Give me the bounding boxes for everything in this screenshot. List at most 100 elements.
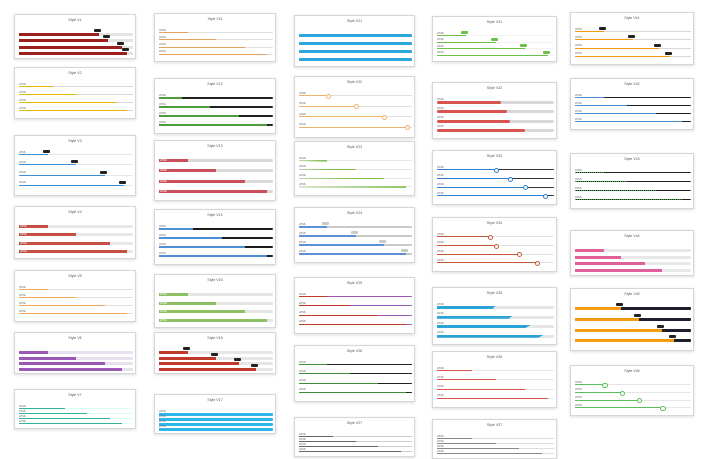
bar-fill xyxy=(575,268,662,272)
style-card: Style V12 HTML HTML HTML HTML xyxy=(154,78,276,134)
bar-fill xyxy=(159,255,268,258)
bar-label: HTML xyxy=(575,177,583,181)
style-card: Style V15 HTML HTML HTML HTML xyxy=(154,274,276,328)
bar-fill xyxy=(159,32,188,34)
bar-fill xyxy=(299,42,356,46)
page: { "cards": [ {"title":"Style V1","kind":… xyxy=(14,12,694,459)
slider-knob-icon[interactable] xyxy=(517,252,523,258)
style-card: Style V13 HTML HTML HTML HTML xyxy=(154,140,276,201)
bar-track xyxy=(159,106,273,109)
style-card: Style V17 HTML HTML HTML HTML xyxy=(154,394,276,434)
card-title: Style V37 xyxy=(486,423,503,427)
bar-label: HTML xyxy=(159,50,167,54)
slider-knob-icon[interactable] xyxy=(619,390,625,396)
bar-fill xyxy=(19,33,99,37)
bar-track xyxy=(299,373,412,375)
bar-label: HTML xyxy=(299,182,307,186)
bar-label: HTML xyxy=(437,312,445,315)
bar-fill xyxy=(299,314,379,316)
bar-track xyxy=(159,293,273,297)
bar-label: HTML xyxy=(437,31,445,35)
bar-label: HTML xyxy=(299,112,307,116)
bar-fill xyxy=(299,373,350,375)
bar-track xyxy=(19,233,133,237)
card-title: Style V16 xyxy=(207,336,223,340)
bar-label: HTML xyxy=(160,293,168,297)
bar-fill xyxy=(437,379,496,381)
bar-fill xyxy=(159,124,268,127)
slider-knob-icon[interactable] xyxy=(325,93,331,99)
bar-label: HTML xyxy=(575,380,583,384)
bar-track xyxy=(299,305,412,307)
slider-knob-icon[interactable] xyxy=(507,176,514,182)
bar-fill xyxy=(299,451,401,453)
bar-label: HTML xyxy=(159,93,167,97)
bar-fill xyxy=(575,262,645,266)
bar-label: HTML xyxy=(575,403,583,407)
bar-label: HTML xyxy=(575,109,583,113)
bar-track xyxy=(159,169,273,173)
bar-fill xyxy=(299,50,384,54)
bar-label: HTML xyxy=(19,82,27,86)
bar-track xyxy=(19,94,133,96)
bar-fill xyxy=(437,119,510,123)
slider-knob-icon[interactable] xyxy=(382,114,388,120)
value-tag xyxy=(490,37,498,41)
style-card: Style V31 HTML HTML HTML HTML xyxy=(432,16,557,62)
slider-knob-icon[interactable] xyxy=(404,125,410,131)
bar-label: HTML xyxy=(575,195,583,199)
bar-label: HTML xyxy=(437,250,445,253)
bar-label: HTML xyxy=(299,165,307,169)
card-title: Style V25 xyxy=(346,281,363,285)
bar-label: HTML xyxy=(299,360,307,364)
bar-label: HTML xyxy=(437,331,445,334)
bar-fill xyxy=(299,95,328,97)
bar-label: HTML xyxy=(160,310,168,314)
bar-label: HTML xyxy=(299,292,307,296)
bar-fill xyxy=(299,34,328,38)
card-title: Style V32 xyxy=(486,86,503,90)
slider-knob-icon[interactable] xyxy=(493,243,500,249)
bar-label: HTML xyxy=(437,116,445,119)
bar-track xyxy=(19,225,133,229)
bar-track xyxy=(437,236,554,238)
style-card: Style V5 HTML HTML HTML HTML xyxy=(14,270,136,322)
bar-fill xyxy=(299,168,356,171)
slider-knob-icon[interactable] xyxy=(534,261,541,267)
style-card: Style V23 HTML HTML HTML HTML xyxy=(294,141,415,196)
bar-fill xyxy=(19,413,88,415)
slider-knob-icon[interactable] xyxy=(660,406,666,412)
bar-fill xyxy=(159,428,256,432)
bar-label: HTML xyxy=(299,249,307,253)
bar-fill xyxy=(19,45,122,49)
bar-fill xyxy=(19,86,54,88)
style-card: Style V33 HTML HTML HTML HTML xyxy=(432,150,557,205)
slider-knob-icon[interactable] xyxy=(543,194,549,200)
bar-label: HTML xyxy=(160,169,168,173)
bar-fill xyxy=(159,356,216,360)
bar-label: HTML xyxy=(299,301,307,305)
slider-knob-icon[interactable] xyxy=(353,104,360,110)
slider-knob-icon[interactable] xyxy=(523,185,529,191)
slider-knob-icon[interactable] xyxy=(602,382,608,388)
bar-label: HTML xyxy=(437,165,445,169)
bar-track xyxy=(19,356,133,360)
slider-knob-icon[interactable] xyxy=(637,398,643,404)
slider-knob-icon[interactable] xyxy=(488,234,494,240)
bar-fill xyxy=(299,186,407,188)
bar-fill xyxy=(575,113,657,115)
card-title: Style V12 xyxy=(207,82,223,86)
card-title: Style V44 xyxy=(624,234,640,238)
value-tag xyxy=(616,303,624,307)
value-tag xyxy=(118,180,126,184)
bar-fill xyxy=(299,160,328,162)
value-tag xyxy=(322,222,330,226)
value-tag xyxy=(543,50,551,54)
bar-label: HTML xyxy=(437,434,445,438)
bar-label: HTML xyxy=(437,394,445,398)
bar-track xyxy=(159,159,273,163)
bar-fill xyxy=(437,397,549,399)
bar-label: HTML xyxy=(19,171,27,174)
bar-label: HTML xyxy=(159,409,167,413)
slider-knob-icon[interactable] xyxy=(493,167,500,173)
